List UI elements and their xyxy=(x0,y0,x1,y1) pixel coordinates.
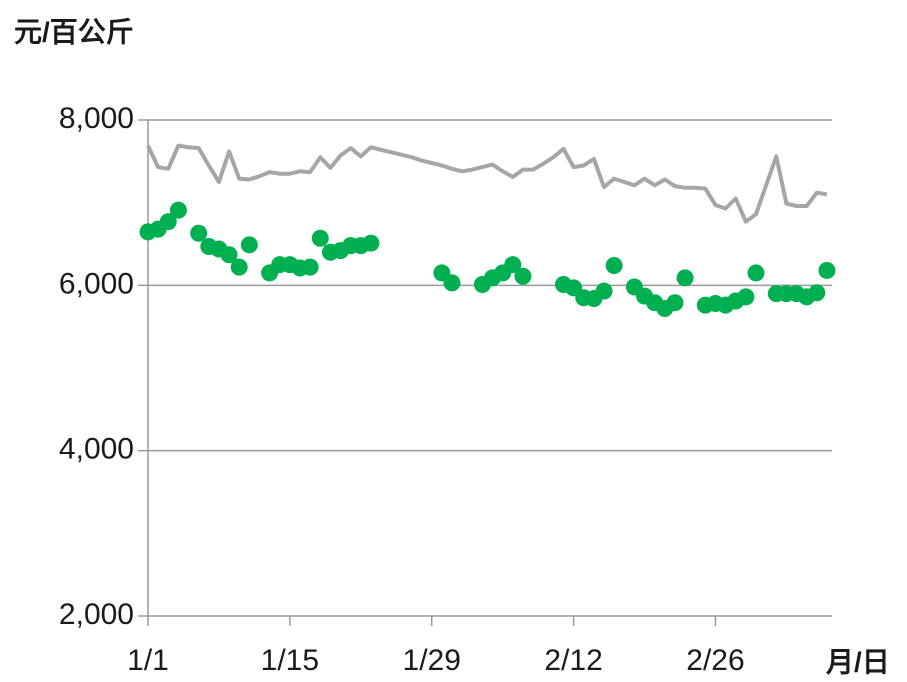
data-point xyxy=(514,267,532,285)
data-point xyxy=(676,269,694,287)
y-tick-label: 8,000 xyxy=(59,102,134,135)
data-point xyxy=(818,261,836,279)
data-point xyxy=(737,288,755,306)
data-point xyxy=(240,236,258,254)
data-point xyxy=(747,264,765,282)
data-point xyxy=(159,213,177,231)
data-point xyxy=(808,284,826,302)
y-tick-label: 6,000 xyxy=(59,267,134,300)
x-tick-label: 1/1 xyxy=(127,644,169,677)
y-tick-label: 4,000 xyxy=(59,433,134,466)
data-point xyxy=(311,229,329,247)
x-tick-label: 2/12 xyxy=(544,644,602,677)
series-line xyxy=(146,143,828,224)
data-point xyxy=(605,256,623,274)
y-tick-label: 2,000 xyxy=(59,598,134,631)
x-tick-label: 1/15 xyxy=(261,644,319,677)
data-point xyxy=(595,282,613,300)
data-point xyxy=(362,234,380,252)
data-point xyxy=(230,258,248,276)
data-point xyxy=(169,201,187,219)
x-axis-label: 月/日 xyxy=(825,646,890,677)
x-tick-label: 1/29 xyxy=(403,644,461,677)
data-point xyxy=(190,224,208,242)
data-point xyxy=(666,294,684,312)
data-point xyxy=(443,274,461,292)
data-point xyxy=(504,256,522,274)
x-tick-label: 2/26 xyxy=(686,644,744,677)
data-point xyxy=(220,246,238,264)
data-point xyxy=(301,258,319,276)
y-axis-label: 元/百公斤 xyxy=(14,16,134,47)
